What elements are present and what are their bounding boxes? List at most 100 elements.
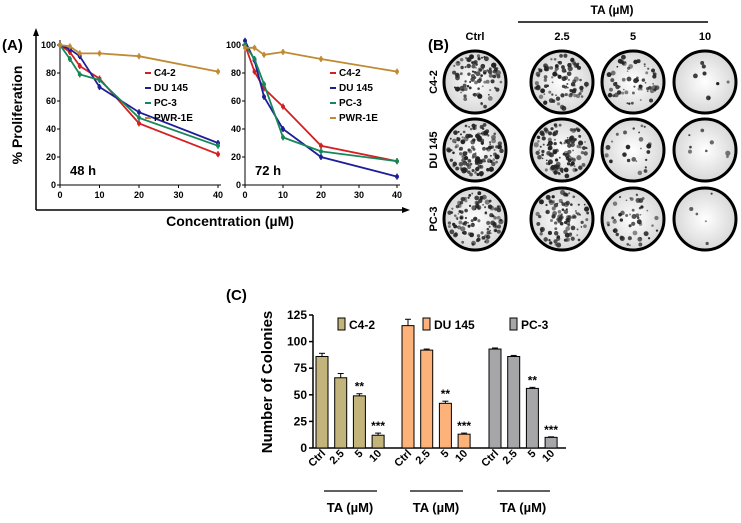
colony	[578, 165, 583, 170]
colony	[558, 60, 563, 65]
colony	[545, 203, 548, 207]
colony	[489, 229, 491, 232]
colony	[477, 164, 482, 169]
colony	[485, 79, 490, 84]
y-tick-label: 125	[287, 308, 307, 322]
colony	[480, 79, 483, 82]
colony	[463, 97, 468, 102]
colony	[639, 213, 642, 216]
colony	[563, 229, 568, 235]
data-point	[319, 57, 323, 61]
colony	[488, 199, 492, 203]
colony	[563, 53, 568, 58]
colony	[488, 145, 492, 150]
colony	[462, 167, 467, 171]
y-tick-label: 0	[236, 180, 241, 190]
colony	[492, 158, 496, 161]
y-tick-label: 25	[294, 414, 308, 428]
colony	[473, 126, 476, 129]
colony	[577, 203, 580, 206]
colony	[496, 215, 501, 220]
colony	[538, 199, 544, 205]
colony	[481, 158, 486, 163]
colony	[543, 84, 548, 88]
colony	[488, 141, 492, 144]
colony	[622, 88, 625, 91]
legend-label: PC-3	[521, 318, 549, 332]
colony	[573, 165, 576, 168]
colony-plate	[442, 117, 508, 183]
colony	[482, 146, 486, 151]
colony	[458, 210, 462, 213]
colony	[651, 68, 656, 73]
colony	[548, 131, 553, 136]
colony	[560, 142, 563, 145]
colony	[476, 92, 481, 97]
colony	[556, 218, 559, 221]
colony	[631, 214, 637, 219]
group-label: TA (µM)	[413, 500, 459, 515]
colony	[638, 137, 644, 142]
colony	[646, 209, 649, 212]
data-point	[137, 115, 141, 120]
colony	[496, 205, 500, 209]
colony	[583, 224, 587, 229]
colony	[545, 194, 551, 200]
colony	[553, 57, 557, 61]
colony	[471, 61, 476, 66]
colony	[553, 123, 557, 127]
colony	[476, 54, 481, 58]
colony	[464, 220, 468, 225]
colony	[539, 232, 543, 236]
data-point	[77, 51, 82, 56]
colony	[705, 95, 711, 101]
colony	[633, 85, 636, 88]
x-tick-label: 5	[439, 448, 452, 461]
colony	[467, 133, 472, 138]
colony	[544, 168, 548, 172]
significance-label: **	[355, 380, 365, 394]
colony	[617, 58, 623, 64]
colony	[558, 156, 561, 159]
series-line-pc-3	[59, 44, 219, 147]
x-tick-label: 10	[540, 448, 557, 465]
colony-plate	[672, 49, 738, 115]
colony	[628, 102, 631, 105]
colony	[565, 208, 568, 211]
colony	[453, 64, 456, 68]
colony	[496, 156, 499, 159]
colony	[626, 102, 629, 105]
colony	[483, 154, 488, 159]
plate-well	[529, 117, 595, 183]
colony	[475, 204, 480, 209]
colony	[460, 139, 466, 145]
data-point	[395, 69, 399, 74]
data-point	[77, 64, 82, 68]
colony	[556, 236, 561, 241]
colony	[566, 71, 572, 77]
colony	[654, 215, 659, 221]
colony	[578, 134, 582, 138]
colony	[654, 85, 660, 91]
colony	[550, 127, 554, 131]
colony	[460, 196, 466, 202]
colony	[618, 212, 622, 217]
row-label: PC-3	[428, 206, 440, 231]
colony	[457, 200, 462, 205]
x-tick-label: Ctrl	[479, 448, 501, 470]
colony	[543, 127, 548, 132]
colony	[554, 66, 559, 71]
colony	[641, 78, 646, 82]
colony	[569, 155, 572, 158]
subplot-label: 72 h	[255, 163, 281, 178]
colony	[474, 208, 477, 210]
colony	[543, 93, 546, 95]
colony	[483, 237, 486, 240]
y-arrow-icon	[33, 28, 39, 36]
colony	[546, 211, 549, 214]
colony	[482, 123, 487, 127]
colony	[474, 152, 477, 155]
colony	[482, 203, 484, 206]
colony	[538, 94, 544, 100]
x-tick-label: 30	[354, 190, 364, 200]
